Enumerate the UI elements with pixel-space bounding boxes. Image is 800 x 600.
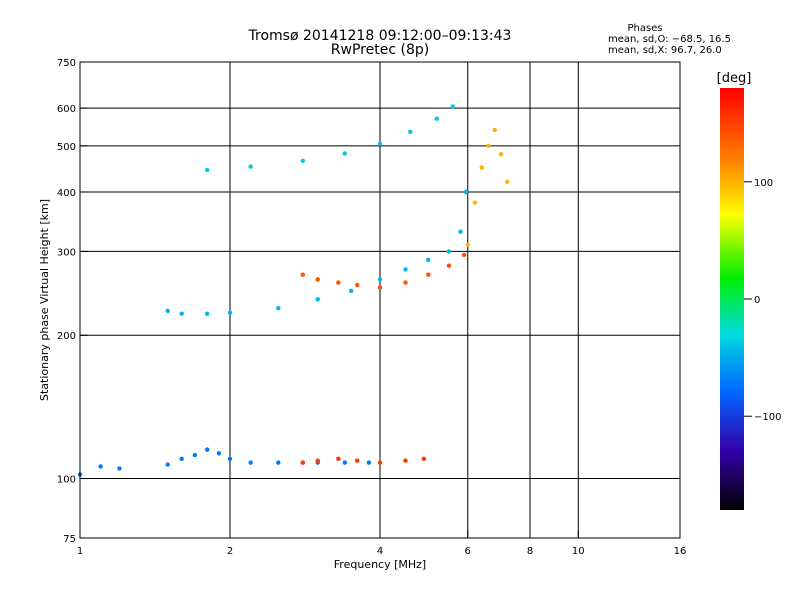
data-point <box>348 288 354 293</box>
data-point <box>204 167 210 173</box>
data-point <box>315 458 320 463</box>
data-point <box>216 451 222 456</box>
data-point <box>204 311 210 316</box>
data-point <box>461 252 467 258</box>
data-point <box>498 152 504 157</box>
chart-subtitle: RwPretec (8p) <box>331 42 429 58</box>
data-point <box>446 249 452 254</box>
data-point <box>458 229 463 234</box>
data-point <box>315 277 320 282</box>
colorbar-label: [deg] <box>717 71 752 86</box>
data-point <box>276 460 281 465</box>
phase-info-heading: Phases <box>627 23 662 34</box>
data-point <box>403 458 408 463</box>
data-point <box>227 310 233 315</box>
data-point <box>465 242 470 247</box>
data-point <box>472 200 478 205</box>
y-tick-label: 300 <box>57 247 76 258</box>
data-point <box>248 460 253 465</box>
data-point <box>450 104 456 109</box>
data-point <box>426 257 431 263</box>
phase-info-x-mode: mean, sd,X: 96.7, 26.0 <box>608 45 722 56</box>
data-point <box>377 460 383 465</box>
axis-ticks: 1 2 4 6 8 10 16 75 100 200 300 400 500 600 750 <box>57 58 686 557</box>
y-tick-label: 500 <box>57 142 76 153</box>
y-tick-label: 75 <box>63 534 76 545</box>
data-point <box>179 456 184 462</box>
data-point <box>342 460 348 465</box>
x-axis-label: Frequency [MHz] <box>334 558 426 571</box>
data-points <box>77 104 510 477</box>
data-point <box>492 127 498 133</box>
colorbar-tick-label: 0 <box>754 295 760 306</box>
x-tick-label: 4 <box>377 546 383 557</box>
data-point <box>300 272 306 277</box>
data-point <box>486 143 491 149</box>
y-tick-label: 400 <box>57 188 76 199</box>
data-point <box>377 285 383 290</box>
grid-lines <box>80 62 680 538</box>
x-tick-label: 2 <box>227 546 233 557</box>
data-point <box>192 452 198 458</box>
data-point <box>354 282 360 288</box>
data-point <box>354 458 360 463</box>
data-point <box>403 267 408 272</box>
data-point <box>165 308 170 314</box>
colorbar-tick-label: 100 <box>754 178 773 189</box>
colorbar-ticks: 100 0 −100 <box>744 178 781 423</box>
y-tick-label: 200 <box>57 331 76 342</box>
y-tick-label: 750 <box>57 58 76 69</box>
data-point <box>366 460 372 465</box>
y-tick-label: 600 <box>57 104 76 115</box>
colorbar <box>720 88 744 510</box>
x-tick-label: 8 <box>527 546 533 557</box>
data-point <box>377 141 383 146</box>
phase-info-o-mode: mean, sd,O: −68.5, 16.5 <box>608 34 731 45</box>
data-point <box>300 158 306 164</box>
data-point <box>408 129 413 135</box>
x-tick-label: 6 <box>465 546 471 557</box>
data-point <box>204 447 210 452</box>
x-tick-label: 1 <box>77 546 83 557</box>
data-point <box>276 305 281 311</box>
colorbar-tick-label: −100 <box>754 412 781 423</box>
data-point <box>165 462 170 467</box>
data-point <box>248 164 253 169</box>
x-tick-label: 10 <box>572 546 585 557</box>
data-point <box>227 456 233 462</box>
data-point <box>315 297 320 302</box>
data-point <box>504 179 510 185</box>
data-point <box>179 311 184 316</box>
y-tick-label: 100 <box>57 475 76 486</box>
data-point <box>434 116 439 121</box>
chart-title: Tromsø 20141218 09:12:00–09:13:43 <box>248 28 512 44</box>
data-point <box>336 280 341 285</box>
data-point <box>377 277 383 282</box>
data-point <box>479 165 484 170</box>
data-point <box>463 189 469 195</box>
data-point <box>117 466 122 471</box>
data-point <box>426 272 431 277</box>
data-point <box>403 280 408 285</box>
data-point <box>300 460 306 465</box>
data-point <box>446 263 452 268</box>
x-tick-label: 16 <box>674 546 687 557</box>
data-point <box>421 456 427 462</box>
y-axis-label: Stationary phase Virtual Height [km] <box>38 199 51 401</box>
data-point <box>98 464 103 469</box>
data-point <box>336 456 341 462</box>
data-point <box>342 151 348 156</box>
